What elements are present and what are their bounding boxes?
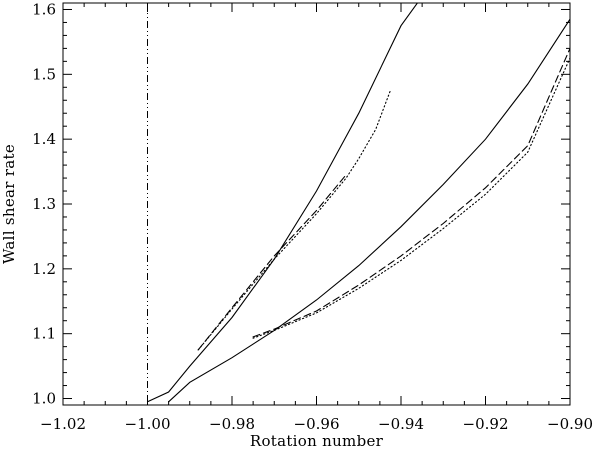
x-tick-label: −1.02 bbox=[40, 415, 86, 433]
series-layer bbox=[146, 3, 570, 403]
y-tick-label: 1.5 bbox=[32, 65, 56, 83]
x-tick-label: −0.92 bbox=[463, 415, 509, 433]
y-tick-label: 1.4 bbox=[32, 130, 56, 148]
x-tick-label: −0.94 bbox=[378, 415, 424, 433]
tick-layer: −1.02 −1.00 −0.98 −0.96 −0.94 −0.92 −0.90 1.0 1.… bbox=[32, 0, 593, 433]
y-tick-label: 1.1 bbox=[32, 325, 56, 343]
x-tick-label: −0.96 bbox=[294, 415, 340, 433]
series-line-dashed bbox=[252, 47, 570, 338]
x-tick-label: −0.90 bbox=[547, 415, 593, 433]
series-line-solid bbox=[168, 18, 570, 403]
series-line-dotted bbox=[197, 89, 391, 351]
y-tick-label: 1.3 bbox=[32, 195, 56, 213]
series-line-solid bbox=[146, 3, 419, 403]
x-tick-label: −0.98 bbox=[209, 415, 255, 433]
plot-frame bbox=[62, 2, 571, 406]
series-line-dashed bbox=[197, 174, 347, 351]
series-line-dotted bbox=[252, 57, 570, 339]
y-tick-label: 1.6 bbox=[32, 0, 56, 18]
y-axis-title: Wall shear rate bbox=[0, 144, 18, 264]
x-axis-title: Rotation number bbox=[250, 432, 384, 450]
y-tick-label: 1.0 bbox=[32, 390, 56, 408]
x-tick-label: −1.00 bbox=[125, 415, 171, 433]
y-tick-label: 1.2 bbox=[32, 260, 56, 278]
